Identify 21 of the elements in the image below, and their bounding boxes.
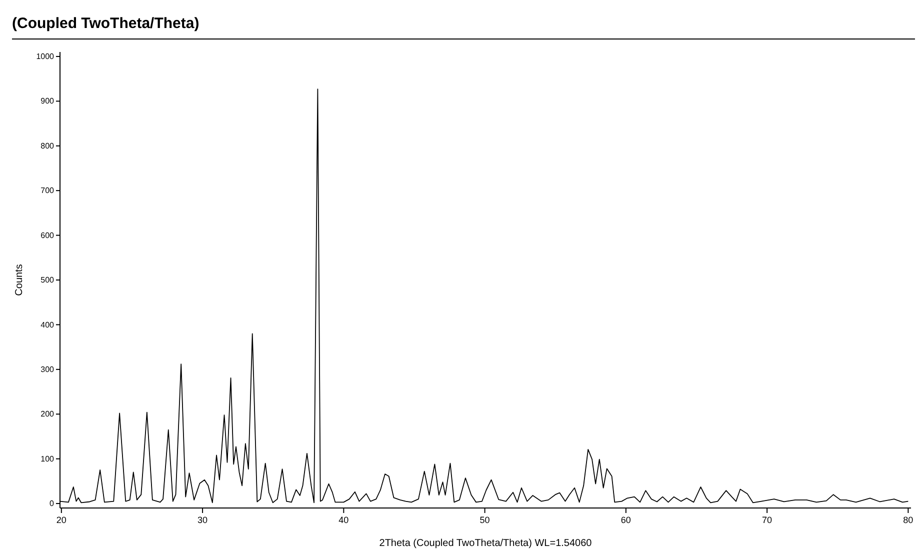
x-tick-label: 80 — [903, 515, 914, 525]
y-tick-label: 0 — [50, 499, 55, 508]
y-tick-label: 200 — [40, 410, 55, 419]
x-tick-label: 60 — [620, 515, 631, 525]
y-tick-label: 800 — [40, 141, 55, 150]
x-tick-label: 40 — [338, 515, 349, 525]
x-axis-title: 2Theta (Coupled TwoTheta/Theta) WL=1.54060 — [379, 538, 592, 549]
y-tick-label: 600 — [40, 230, 55, 240]
y-tick-label: 100 — [40, 454, 55, 464]
y-tick-label: 1000 — [36, 52, 55, 62]
x-tick-label: 20 — [56, 515, 66, 525]
y-axis-title: Counts — [14, 264, 25, 296]
y-tick-label: 700 — [40, 186, 55, 196]
x-tick-label: 30 — [198, 515, 208, 525]
y-tick-label: 500 — [40, 276, 55, 285]
y-tick-label: 900 — [40, 96, 55, 106]
y-tick-label: 400 — [40, 320, 55, 330]
x-tick-label: 70 — [762, 515, 772, 525]
x-tick-label: 50 — [480, 515, 490, 525]
chart-title: (Coupled TwoTheta/Theta) — [12, 15, 200, 32]
y-tick-label: 300 — [40, 364, 55, 374]
